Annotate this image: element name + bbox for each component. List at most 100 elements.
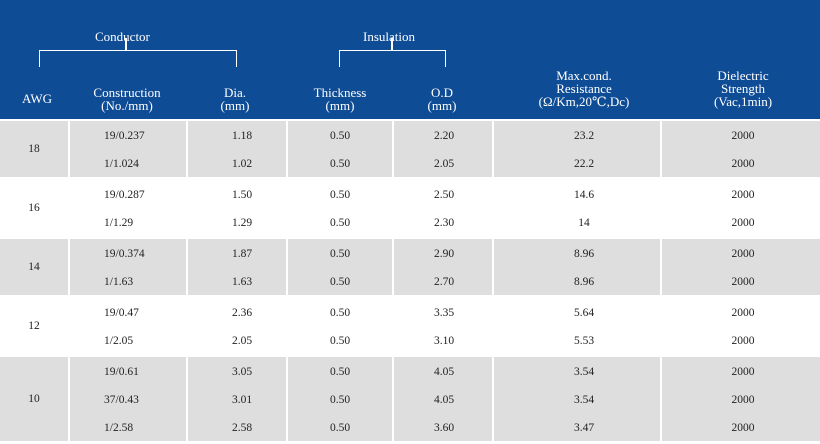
col-header-od-line2: (mm) — [427, 98, 457, 113]
cell-od: 3.10 — [433, 335, 455, 347]
cell-dielectric: 2000 — [731, 217, 755, 229]
col-header-od-line1: O.D — [430, 85, 454, 100]
cell-resistance: 5.64 — [573, 307, 595, 319]
cell-background — [70, 121, 186, 177]
cell-background — [394, 121, 492, 177]
cell-background — [70, 357, 186, 441]
cell-construction: 1/1.63 — [104, 276, 134, 288]
col-header-thickness: Thickness (mm) — [309, 86, 371, 112]
col-header-construction: Construction (No./mm) — [88, 86, 166, 112]
cell-background — [0, 239, 68, 295]
cell-background — [394, 239, 492, 295]
col-header-thickness-line1: Thickness — [313, 85, 367, 100]
cell-background — [188, 239, 286, 295]
cell-dia: 1.87 — [231, 248, 253, 260]
cell-od: 2.70 — [433, 276, 455, 288]
cell-construction: 19/0.287 — [104, 189, 145, 201]
awg-group: 16 19/0.287 1.50 0.50 2.50 14.6 2000 1/1.29 1.29… — [0, 180, 820, 236]
cell-background — [188, 298, 286, 354]
cell-construction: 1/1.024 — [104, 158, 139, 170]
cell-dielectric: 2000 — [731, 394, 755, 406]
col-header-dielectric: Dielectric Strength (Vac,1min) — [695, 69, 791, 108]
col-header-dielectric-line1: Dielectric — [717, 68, 769, 83]
col-header-dia-line1: Dia. — [223, 85, 247, 100]
cell-resistance: 14.6 — [573, 189, 595, 201]
col-header-construction-line1: Construction — [93, 85, 161, 100]
cell-dia: 3.01 — [231, 394, 253, 406]
cell-background — [0, 180, 68, 236]
cell-dia: 2.58 — [231, 422, 253, 434]
cell-od: 3.60 — [433, 422, 455, 434]
cell-construction: 19/0.47 — [104, 307, 139, 319]
awg-group: 12 19/0.47 2.36 0.50 3.35 5.64 2000 1/2.05 2.05 0… — [0, 298, 820, 354]
table-row: 19/0.374 1.87 0.50 2.90 8.96 2000 — [0, 239, 820, 267]
col-header-resistance-line3: (Ω/Km,20℃,Dc) — [538, 94, 630, 109]
table-row: 1/1.024 1.02 0.50 2.05 22.2 2000 — [0, 149, 820, 177]
insulation-bracket — [339, 50, 446, 67]
cell-od: 2.05 — [433, 158, 455, 170]
table-row: 19/0.237 1.18 0.50 2.20 23.2 2000 — [0, 121, 820, 149]
cell-dia: 1.63 — [231, 276, 253, 288]
group-label-insulation: Insulation — [363, 29, 415, 44]
cell-thickness: 0.50 — [329, 335, 351, 347]
cell-construction: 1/2.58 — [104, 422, 134, 434]
cell-thickness: 0.50 — [329, 394, 351, 406]
col-header-dia-line2: (mm) — [220, 98, 250, 113]
cell-background — [70, 298, 186, 354]
cell-construction: 37/0.43 — [104, 394, 139, 406]
col-header-awg: AWG — [22, 91, 53, 106]
cell-resistance: 23.2 — [573, 130, 595, 142]
cell-background — [288, 239, 392, 295]
cell-background — [394, 298, 492, 354]
table-row: 37/0.43 3.01 0.50 4.05 3.54 2000 — [0, 385, 820, 413]
cell-dia: 2.05 — [231, 335, 253, 347]
cell-background — [394, 357, 492, 441]
cell-resistance: 8.96 — [573, 248, 595, 260]
cell-dielectric: 2000 — [731, 248, 755, 260]
cell-background — [662, 239, 820, 295]
cell-background — [0, 121, 68, 177]
cell-thickness: 0.50 — [329, 189, 351, 201]
col-header-resistance-line1: Max.cond. — [556, 68, 612, 83]
cell-construction: 19/0.374 — [104, 248, 145, 260]
cell-od: 2.50 — [433, 189, 455, 201]
cell-od: 4.05 — [433, 394, 455, 406]
cell-background — [288, 357, 392, 441]
cell-od: 2.90 — [433, 248, 455, 260]
cell-resistance: 8.96 — [573, 276, 595, 288]
cell-awg: 16 — [28, 202, 40, 214]
cell-od: 3.35 — [433, 307, 455, 319]
cell-dielectric: 2000 — [731, 158, 755, 170]
cell-awg: 18 — [28, 143, 40, 155]
col-header-dielectric-line3: (Vac,1min) — [713, 94, 773, 109]
group-label-conductor: Conductor — [95, 29, 150, 44]
cell-awg: 14 — [28, 261, 40, 273]
cell-construction: 1/2.05 — [104, 335, 134, 347]
col-header-construction-line2: (No./mm) — [101, 98, 153, 113]
cell-dia: 1.50 — [231, 189, 253, 201]
cell-background — [288, 180, 392, 236]
cell-dia: 2.36 — [231, 307, 253, 319]
cell-background — [662, 357, 820, 441]
table-body: 18 19/0.237 1.18 0.50 2.20 23.2 2000 1/1.024 1.0… — [0, 121, 820, 444]
cell-resistance: 3.54 — [573, 394, 595, 406]
insulation-bracket-tick — [391, 38, 393, 50]
cell-resistance: 3.54 — [573, 366, 595, 378]
cell-background — [394, 180, 492, 236]
cell-dia: 3.05 — [231, 366, 253, 378]
cell-dia: 1.29 — [231, 217, 253, 229]
cell-background — [494, 357, 660, 441]
awg-group: 14 19/0.374 1.87 0.50 2.90 8.96 2000 1/1.63 1.63… — [0, 239, 820, 295]
cell-od: 2.30 — [433, 217, 455, 229]
cell-od: 2.20 — [433, 130, 455, 142]
cell-background — [0, 298, 68, 354]
cell-background — [662, 298, 820, 354]
cell-background — [662, 121, 820, 177]
cell-construction: 19/0.61 — [104, 366, 139, 378]
cell-background — [188, 357, 286, 441]
table-row: 19/0.61 3.05 0.50 4.05 3.54 2000 — [0, 357, 820, 385]
col-header-od: O.D (mm) — [420, 86, 464, 112]
cell-dielectric: 2000 — [731, 189, 755, 201]
table-row: 1/1.29 1.29 0.50 2.30 14 2000 — [0, 208, 820, 236]
table-row: 19/0.47 2.36 0.50 3.35 5.64 2000 — [0, 298, 820, 326]
